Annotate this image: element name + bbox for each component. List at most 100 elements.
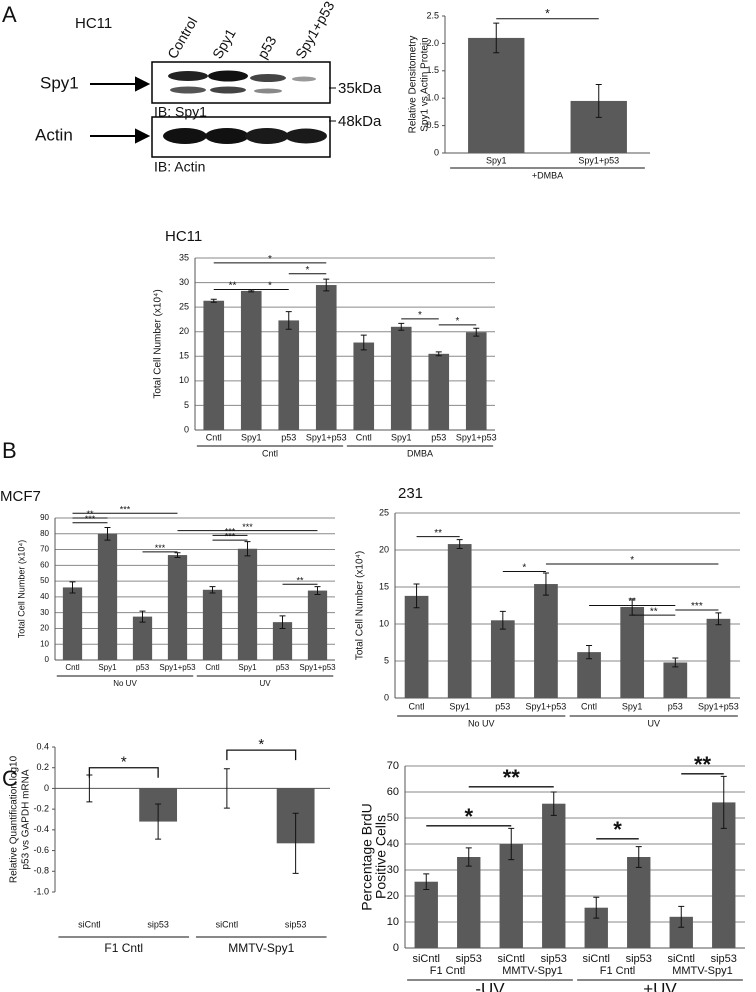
- y-tick-label: 15: [179, 351, 189, 361]
- error-bar: [209, 586, 216, 594]
- x-tick-label: Spy1: [241, 432, 262, 442]
- bar: [240, 290, 262, 430]
- y-tick-label: 15: [379, 581, 389, 591]
- error-bar: [413, 583, 420, 609]
- x-tick-label: siCntl: [667, 953, 695, 965]
- y-tick-label: 2.0: [426, 38, 439, 48]
- blot-cell-line: HC11: [75, 15, 112, 32]
- error-bar: [210, 298, 217, 303]
- error-bar: [155, 803, 162, 840]
- error-bar: [473, 327, 480, 337]
- error-bar: [595, 84, 602, 118]
- significance-label: *: [258, 736, 264, 753]
- bar: [272, 622, 293, 660]
- x-tick-label: sip53: [541, 953, 567, 965]
- error-bar: [542, 572, 549, 596]
- y-tick-label: 0: [44, 783, 49, 793]
- y-axis-label: Positive Cells: [373, 815, 389, 899]
- bar: [404, 595, 429, 698]
- y-tick-label: 80: [40, 529, 49, 538]
- error-bar: [360, 334, 367, 351]
- subgroup-label: MMTV-Spy1: [502, 965, 563, 977]
- significance-label: **: [503, 765, 521, 790]
- y-tick-label: 60: [387, 786, 399, 798]
- x-tick-label: Spy1+p53: [299, 663, 336, 672]
- y-tick-label: -0.8: [33, 866, 49, 876]
- y-tick-label: 1.5: [426, 65, 439, 75]
- x-tick-label: Spy1: [622, 701, 643, 711]
- bar: [627, 857, 651, 948]
- bar: [132, 616, 153, 660]
- y-axis-label: p53 vs GAPDH mRNA: [21, 769, 32, 869]
- bar: [315, 285, 337, 430]
- error-bar: [550, 791, 557, 816]
- y-tick-label: 30: [40, 608, 49, 617]
- y-tick-label: 50: [40, 576, 49, 585]
- group-label: MMTV-Spy1: [228, 941, 294, 955]
- bar: [499, 844, 523, 948]
- x-tick-label: Spy1+p53: [698, 701, 739, 711]
- lane-label: p53: [254, 33, 280, 61]
- x-tick-label: sip53: [711, 953, 737, 965]
- error-bar: [493, 22, 500, 54]
- y-axis-label: Relative Densitometry: [408, 36, 419, 134]
- group-label: Cntl: [262, 448, 278, 458]
- error-bar: [678, 905, 685, 928]
- bar: [706, 618, 731, 698]
- x-tick-label: sip53: [626, 953, 652, 965]
- y-tick-label: 2.5: [426, 10, 439, 20]
- x-tick-label: p53: [668, 701, 683, 711]
- y-tick-label: -0.4: [33, 824, 49, 834]
- error-bar: [715, 612, 722, 626]
- bar: [669, 916, 693, 948]
- panel-letter: A: [2, 2, 17, 27]
- significance-label: ***: [242, 522, 253, 532]
- group-label: F1 Cntl: [104, 941, 143, 955]
- significance-label: *: [522, 563, 526, 574]
- significance-label: ***: [225, 527, 236, 537]
- x-tick-label: siCntl: [216, 919, 239, 929]
- panel-letter: C: [2, 766, 18, 791]
- blot-spy1: [151, 61, 331, 104]
- x-tick-label: p53: [276, 663, 290, 672]
- x-tick-label: p53: [431, 432, 446, 442]
- bar: [534, 584, 558, 698]
- x-tick-label: Cntl: [205, 663, 219, 672]
- significance-line: [88, 767, 159, 778]
- group-label: -UV: [475, 979, 505, 992]
- marker-label: 35kDa: [338, 80, 382, 97]
- significance-label: *: [268, 281, 272, 292]
- marker-label: 48kDa: [338, 113, 382, 130]
- x-tick-label: p53: [136, 663, 150, 672]
- error-bar: [423, 873, 430, 890]
- y-tick-label: 25: [179, 302, 189, 312]
- bar: [202, 589, 223, 660]
- error-bar: [435, 351, 442, 357]
- x-tick-label: Spy1+p53: [578, 155, 619, 165]
- y-tick-label: 0.4: [36, 741, 49, 751]
- significance-label: **: [229, 281, 237, 292]
- y-tick-label: 5: [384, 655, 389, 665]
- bar: [712, 802, 736, 948]
- y-axis-label: Percentage BrdU: [359, 803, 375, 910]
- significance-label: *: [268, 254, 272, 265]
- y-tick-label: 0: [184, 424, 189, 434]
- y-tick-label: 1.0: [426, 93, 439, 103]
- x-tick-label: sip53: [285, 919, 307, 929]
- y-tick-label: 20: [179, 326, 189, 336]
- y-tick-label: 30: [179, 277, 189, 287]
- x-tick-label: Spy1: [98, 663, 117, 672]
- y-tick-label: 10: [379, 618, 389, 628]
- significance-label: *: [545, 7, 550, 21]
- y-tick-label: 0: [393, 942, 399, 954]
- y-tick-label: 20: [387, 890, 399, 902]
- x-tick-label: Spy1+p53: [306, 432, 347, 442]
- error-bar: [244, 541, 251, 557]
- y-tick-label: 70: [40, 545, 49, 554]
- bar: [490, 620, 515, 698]
- error-bar: [672, 657, 679, 668]
- subgroup-label: F1 Cntl: [430, 965, 465, 977]
- significance-label: *: [121, 753, 127, 770]
- y-tick-label: 90: [40, 513, 49, 522]
